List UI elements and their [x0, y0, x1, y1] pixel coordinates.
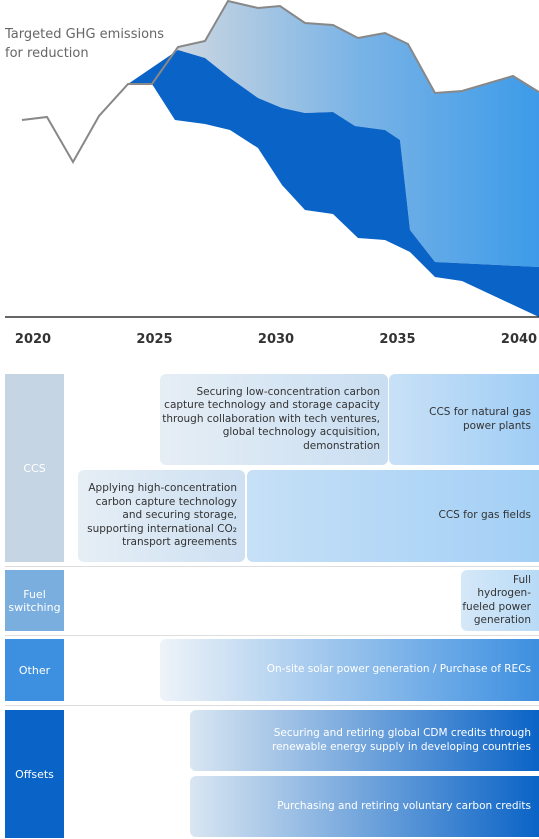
emissions-chart: Targeted GHG emissions for reduction 202…	[4, 0, 539, 347]
x-label: 2035	[379, 332, 415, 347]
separator	[5, 705, 539, 706]
text-line: Purchasing and retiring voluntary carbon…	[277, 799, 531, 812]
text-line: Offsets	[15, 767, 54, 781]
roadmap-bar: CCS for natural gas power plants	[389, 374, 539, 465]
roadmap-bar: Purchasing and retiring voluntary carbon…	[190, 776, 539, 837]
chart-title: for reduction	[5, 46, 89, 61]
roadmap-bar: CCS for gas fields	[247, 470, 539, 562]
text-line: capture technology and storage capacity	[164, 399, 380, 412]
x-label: 2040	[501, 332, 537, 347]
roadmap-bar: Applying high-concentration carbon captur…	[78, 470, 245, 562]
text-line: CCS for natural gas	[429, 406, 531, 418]
roadmap-bar: Securing low-concentration carbon capture…	[160, 374, 388, 465]
text-line: carbon capture technology	[95, 495, 237, 508]
roadmap-bar: Full hydrogen-fueled power generation	[461, 570, 539, 631]
text-line: CCS	[23, 461, 46, 475]
text-line: Applying high-concentration	[88, 482, 237, 495]
text-line: supporting international CO₂	[87, 522, 237, 535]
row-label: Fuel switching	[5, 570, 64, 631]
separator	[5, 566, 539, 567]
text-line: Securing low-concentration carbon	[196, 385, 381, 398]
text-line: transport agreements	[122, 536, 237, 549]
text-line: Securing and retiring global CDM credits…	[273, 727, 531, 739]
reduction-area	[128, 1, 539, 267]
text-line: CCS for gas fields	[438, 509, 531, 522]
text-line: switching	[8, 600, 61, 614]
text-line: fueled power	[462, 600, 531, 613]
text-line: Other	[18, 663, 51, 677]
row-label: CCS	[5, 374, 64, 562]
roadmap-bar: On-site solar power generation / Purchas…	[160, 639, 539, 701]
ccs-area	[128, 50, 539, 317]
text-line: power plants	[462, 419, 531, 432]
x-labels: 2020 2025 2030 2035 2040	[15, 332, 537, 347]
text-line: renewable energy supply in developing co…	[272, 740, 531, 753]
x-label: 2020	[15, 332, 51, 347]
text-line: Fuel	[23, 587, 46, 601]
emissions-line	[21, 0, 539, 165]
text-line: and securing storage,	[122, 509, 237, 522]
text-line: On-site solar power generation / Purchas…	[266, 663, 531, 676]
x-label: 2030	[258, 332, 294, 347]
text-line: demonstration	[303, 439, 380, 452]
x-label: 2025	[136, 332, 172, 347]
separator	[5, 635, 539, 636]
roadmap-bar: Securing and retiring global CDM credits…	[190, 710, 539, 771]
row-label: Offsets	[5, 710, 64, 838]
row-label: Other	[5, 639, 64, 701]
text-line: generation	[473, 614, 531, 626]
text-line: global technology acquisition,	[222, 426, 380, 439]
text-line: through collaboration with tech ventures…	[162, 412, 380, 425]
chart-title: Targeted GHG emissions	[4, 27, 164, 42]
text-line: hydrogen-	[477, 587, 531, 599]
text-line: Full	[513, 573, 531, 586]
